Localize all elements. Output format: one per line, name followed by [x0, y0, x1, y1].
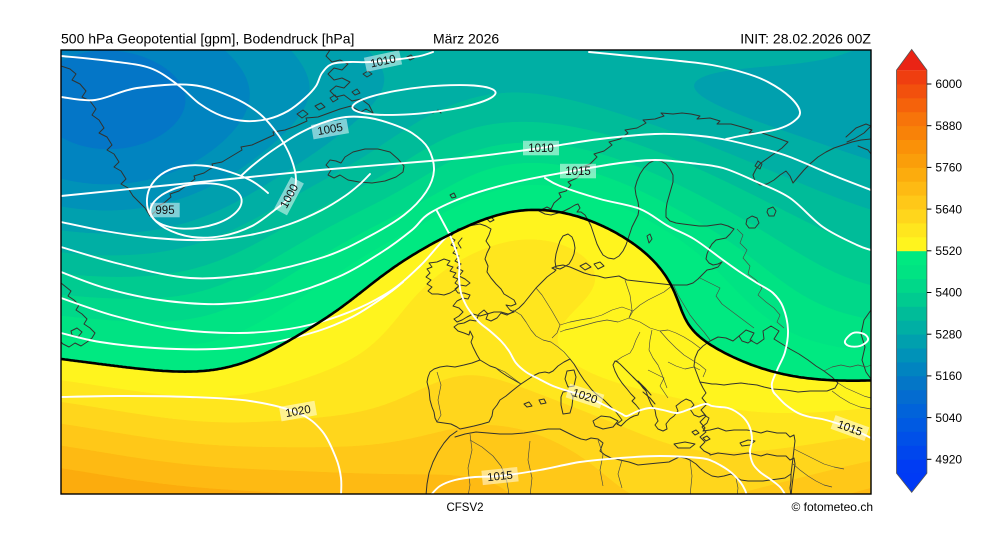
- svg-text:© fotometeo.ch: © fotometeo.ch: [791, 500, 873, 514]
- svg-text:995: 995: [155, 205, 174, 217]
- svg-text:1010: 1010: [528, 143, 554, 155]
- svg-text:5640: 5640: [935, 202, 962, 216]
- svg-text:1005: 1005: [317, 122, 344, 138]
- svg-text:1015: 1015: [565, 166, 591, 178]
- svg-text:März 2026: März 2026: [433, 31, 499, 47]
- svg-text:1020: 1020: [285, 404, 312, 420]
- svg-text:5760: 5760: [935, 161, 962, 175]
- svg-text:CFSV2: CFSV2: [446, 502, 483, 514]
- svg-text:5160: 5160: [935, 369, 962, 383]
- svg-text:500 hPa Geopotential [gpm], Bo: 500 hPa Geopotential [gpm], Bodendruck […: [61, 31, 354, 47]
- svg-text:6000: 6000: [935, 77, 962, 91]
- svg-text:5520: 5520: [935, 244, 962, 258]
- svg-text:4920: 4920: [935, 453, 962, 467]
- svg-text:5880: 5880: [935, 119, 962, 133]
- svg-text:5040: 5040: [935, 411, 962, 425]
- svg-text:5400: 5400: [935, 286, 962, 300]
- svg-text:5280: 5280: [935, 327, 962, 341]
- svg-text:1015: 1015: [487, 470, 514, 485]
- svg-text:INIT: 28.02.2026 00Z: INIT: 28.02.2026 00Z: [740, 31, 871, 47]
- svg-text:1010: 1010: [369, 53, 397, 70]
